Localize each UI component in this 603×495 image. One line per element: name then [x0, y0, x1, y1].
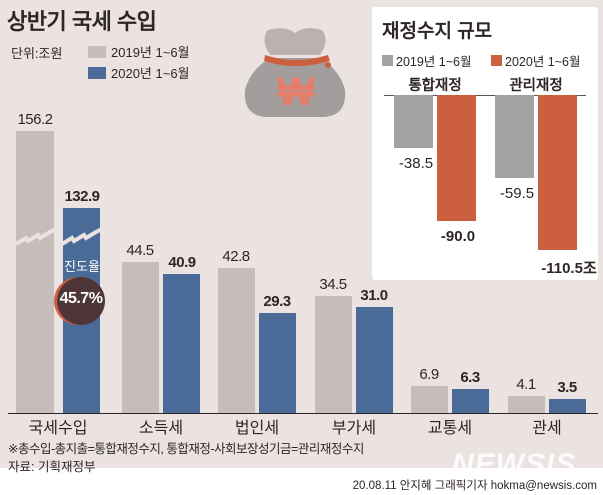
inset-value: -90.0	[440, 228, 476, 245]
category-label: 부가세	[331, 420, 377, 437]
category-label: 교통세	[427, 420, 473, 437]
legend-label-2020: 2020년 1~6월	[111, 66, 190, 81]
source: 자료: 기획재정부	[8, 460, 96, 474]
x-axis	[8, 413, 598, 414]
bar-2019-법인세	[218, 268, 255, 413]
inset-legend-2019: 2019년 1~6월	[382, 51, 471, 70]
bar-2020-관세	[549, 399, 586, 413]
group-label: 통합재정	[408, 78, 462, 94]
bar-2020-교통세	[452, 389, 489, 413]
legend-label-2019: 2019년 1~6월	[111, 45, 190, 60]
bar-2019-관세	[508, 396, 545, 413]
value-2019-관세: 4.1	[516, 376, 536, 393]
legend-2019: 2019년 1~6월	[88, 42, 190, 61]
progress-value: 45.7%	[59, 290, 103, 307]
inset-bar-2019-통합재정	[394, 95, 433, 148]
value-2019-소득세: 44.5	[126, 242, 154, 259]
inset-zero-line	[384, 95, 586, 96]
inset-title: 재정수지 규모	[382, 21, 493, 42]
value-2019-국세수입: 156.2	[17, 111, 53, 128]
category-label: 관세	[532, 420, 562, 437]
svg-text:₩: ₩	[277, 70, 315, 114]
value-2020-법인세: 29.3	[263, 293, 291, 310]
inset-bar-2020-통합재정	[437, 95, 476, 221]
progress-badge: 45.7%	[57, 277, 105, 325]
category-label: 국세수입	[28, 420, 88, 437]
chart-panel: 상반기 국세 수입 단위:조원 2019년 1~6월 2020년 1~6월 ₩ …	[0, 0, 603, 474]
bar-2020-법인세	[259, 313, 296, 413]
value-2019-법인세: 42.8	[222, 248, 250, 265]
category-label: 소득세	[138, 420, 184, 437]
unit-label: 단위:조원	[11, 46, 63, 61]
footnote: ※총수입-총지출=통합재정수지, 통합재정-사회보장성기금=관리재정수지	[8, 442, 364, 456]
chart-title: 상반기 국세 수입	[7, 9, 157, 34]
bar-2019-소득세	[122, 262, 159, 413]
bar-2019-교통세	[411, 386, 448, 413]
legend-2020: 2020년 1~6월	[88, 63, 190, 82]
category-label: 법인세	[234, 420, 280, 437]
inset-swatch-2020	[491, 55, 502, 66]
bar-2020-소득세	[163, 274, 200, 413]
group-label: 관리재정	[509, 78, 563, 94]
legend-swatch-2019	[88, 45, 106, 58]
value-2020-관세: 3.5	[557, 379, 577, 396]
value-2019-교통세: 6.9	[419, 366, 439, 383]
credit-line: 20.08.11 안지혜 그래픽기자 hokma@newsis.com	[352, 480, 597, 492]
bar-2019-국세수입	[16, 131, 54, 413]
inset-legend-2020: 2020년 1~6월	[491, 51, 580, 70]
value-2020-소득세: 40.9	[168, 254, 196, 271]
inset-value: -59.5	[499, 185, 535, 202]
inset-value: -38.5	[398, 155, 434, 172]
inset-legend-label-2019: 2019년 1~6월	[396, 55, 472, 69]
bar-2019-부가세	[315, 296, 352, 413]
inset-bar-2019-관리재정	[495, 95, 534, 178]
axis-break-icon	[14, 228, 103, 246]
value-2020-국세수입: 132.9	[64, 188, 100, 205]
inset-bar-2020-관리재정	[538, 95, 577, 250]
inset-value: -110.5조	[541, 260, 597, 277]
legend-swatch-2020	[88, 66, 106, 79]
inset-legend-label-2020: 2020년 1~6월	[505, 55, 581, 69]
newsis-watermark: NEWSIS	[452, 448, 577, 481]
value-2019-부가세: 34.5	[319, 276, 347, 293]
money-bag-icon: ₩	[244, 28, 346, 117]
fiscal-balance-inset: 재정수지 규모 2019년 1~6월 2020년 1~6월 통합재정 관리재정 …	[372, 7, 598, 280]
progress-label: 진도율	[64, 259, 100, 274]
inset-swatch-2019	[382, 55, 393, 66]
value-2020-부가세: 31.0	[360, 287, 388, 304]
bar-2020-부가세	[356, 307, 393, 413]
value-2020-교통세: 6.3	[460, 369, 480, 386]
